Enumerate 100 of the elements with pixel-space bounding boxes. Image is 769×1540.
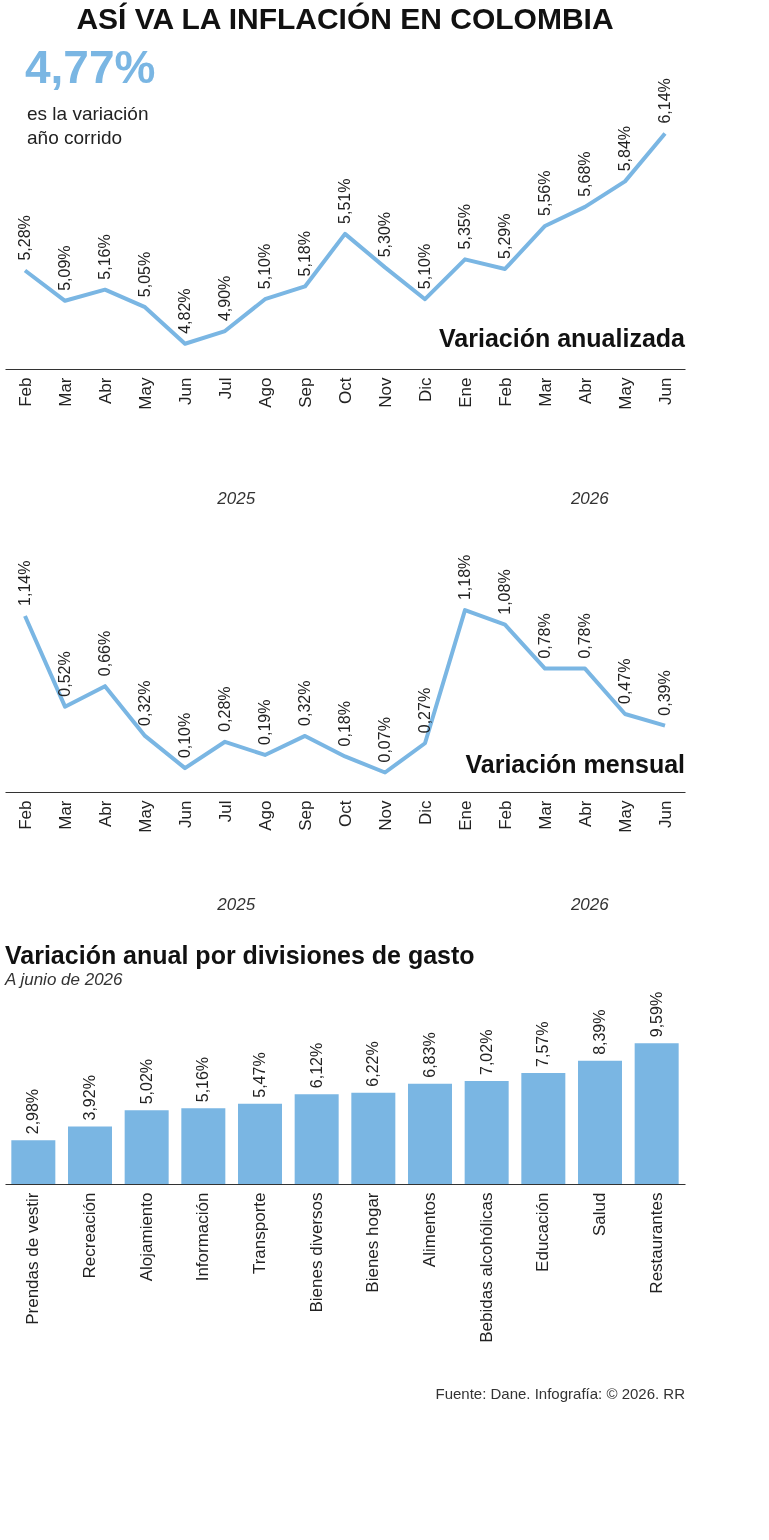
x-tick-label: Bienes hogar [363, 1192, 383, 1293]
x-tick-label: Bebidas alcohólicas [476, 1192, 496, 1343]
data-label: 4,90% [216, 275, 233, 322]
source-note: Fuente: Dane. Infografía: © 2026. RR [435, 1385, 686, 1402]
chart-title: Variación anual por divisiones de gasto [5, 940, 475, 969]
x-tick-label: Mar [55, 800, 75, 830]
x-tick-label: Abr [95, 800, 115, 827]
x-tick-label: Sep [295, 800, 315, 831]
data-label: 5,84% [616, 125, 633, 172]
data-label: 5,47% [251, 1052, 268, 1098]
data-label: 0,07% [376, 717, 393, 763]
data-label: 0,78% [576, 613, 593, 659]
x-tick-label: Recreación [80, 1192, 99, 1279]
annotation: año corrido [27, 127, 123, 148]
x-tick-label: Jun [655, 377, 675, 405]
data-label: 0,27% [416, 687, 433, 734]
data-label: 4,82% [176, 288, 193, 334]
data-label: 5,56% [536, 170, 553, 216]
x-tick-label: May [615, 377, 635, 410]
data-label: 5,10% [416, 243, 433, 290]
x-tick-label: May [135, 377, 155, 410]
x-tick-label: Abr [95, 377, 115, 404]
data-label: 5,16% [194, 1056, 212, 1103]
data-label: 7,57% [534, 1021, 552, 1067]
bar [68, 1126, 112, 1184]
data-label: 7,02% [477, 1029, 495, 1075]
x-tick-label: Oct [335, 377, 355, 404]
annotation: Variación anualizada [439, 324, 687, 352]
x-tick-label: Ene [455, 800, 475, 831]
data-label: 5,30% [376, 211, 393, 258]
data-label: 0,28% [216, 686, 233, 732]
bar [521, 1072, 566, 1184]
x-tick-label: Jun [175, 377, 195, 405]
data-label: 5,28% [16, 215, 33, 261]
x-tick-label: Jun [175, 800, 195, 828]
x-tick-label: Mar [55, 377, 75, 407]
data-label: 5,18% [296, 231, 313, 277]
data-label: 9,59% [647, 991, 665, 1038]
x-tick-label: Salud [590, 1192, 609, 1236]
bar [238, 1103, 282, 1184]
bar [294, 1094, 339, 1184]
data-label: 5,29% [496, 213, 513, 259]
bar [181, 1108, 226, 1184]
text: 2025 [216, 895, 256, 914]
data-label: 6,12% [307, 1042, 325, 1089]
data-label: 0,66% [96, 630, 113, 677]
x-tick-label: Prendas de vestir [23, 1192, 43, 1325]
data-label: 0,18% [336, 701, 353, 747]
bar [578, 1060, 622, 1184]
x-tick-label: Mar [535, 377, 555, 407]
bar [124, 1110, 169, 1184]
data-label: 5,68% [576, 151, 593, 197]
annotation: Variación mensual [465, 750, 685, 778]
x-tick-label: Mar [535, 800, 555, 830]
bar [464, 1080, 509, 1184]
x-tick-label: Oct [335, 800, 355, 827]
x-tick-label: Información [193, 1192, 213, 1282]
x-tick-label: Jul [215, 800, 235, 823]
data-label: 3,92% [81, 1075, 98, 1121]
data-label: 0,78% [536, 613, 553, 659]
data-label: 5,02% [137, 1058, 155, 1105]
x-tick-label: Dic [415, 377, 435, 403]
x-tick-label: Sep [295, 377, 315, 408]
x-tick-label: May [135, 800, 155, 833]
data-label: 5,16% [96, 234, 113, 280]
data-label: 5,05% [136, 251, 153, 298]
x-tick-label: May [615, 800, 635, 833]
bar [634, 1043, 679, 1184]
data-label: 5,35% [456, 204, 473, 250]
text: es la variación [27, 103, 149, 124]
bar [408, 1083, 452, 1184]
data-label: 5,10% [256, 243, 273, 290]
x-tick-label: Ene [455, 377, 475, 408]
chart-subtitle: A junio de 2026 [4, 969, 124, 989]
x-tick-label: Educación [533, 1192, 553, 1272]
x-tick-label: Bienes diversos [306, 1192, 326, 1313]
data-label: 2,98% [24, 1088, 42, 1135]
x-tick-label: Jul [215, 377, 235, 400]
data-label: 6,83% [421, 1032, 438, 1078]
data-label: 5,09% [56, 245, 73, 291]
data-label: 0,52% [56, 651, 73, 697]
x-tick-label: Feb [15, 800, 35, 830]
data-label: 6,22% [364, 1041, 382, 1087]
x-tick-label: Abr [575, 800, 595, 827]
x-tick-label: Feb [495, 377, 515, 407]
x-tick-label: Ago [255, 800, 275, 831]
x-tick-label: Alojamiento [136, 1192, 156, 1282]
data-label: 0,47% [616, 658, 633, 704]
data-label: 0,19% [256, 699, 273, 745]
text: 2025 [216, 489, 256, 508]
data-label: 1,18% [456, 554, 473, 601]
x-tick-label: Transporte [250, 1192, 269, 1275]
data-label: 0,32% [136, 680, 153, 726]
x-tick-label: Alimentos [420, 1192, 439, 1268]
data-label: 5,51% [336, 178, 353, 224]
x-tick-label: Restaurantes [646, 1192, 666, 1294]
data-label: 0,32% [296, 680, 313, 726]
x-tick-label: Feb [15, 377, 35, 407]
x-tick-label: Feb [495, 800, 515, 830]
x-tick-label: Nov [375, 800, 395, 831]
